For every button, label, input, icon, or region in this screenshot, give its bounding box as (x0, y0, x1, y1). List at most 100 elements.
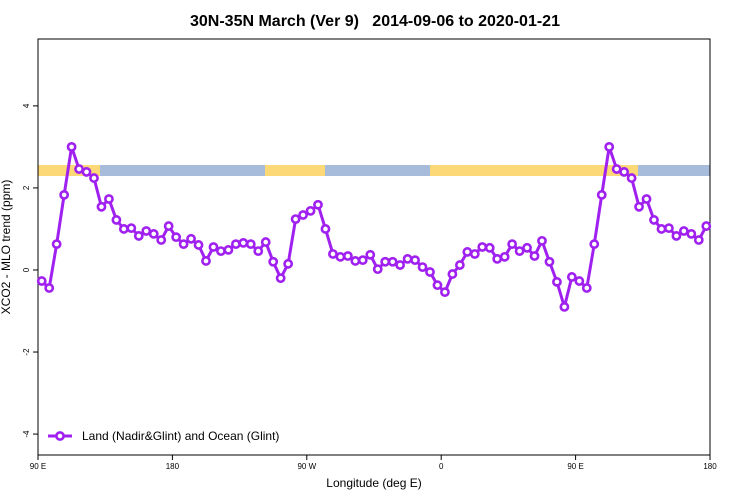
land-band (430, 165, 638, 176)
data-point (350, 256, 361, 266)
data-point (507, 239, 518, 250)
data-point (626, 173, 637, 183)
data-point (454, 260, 465, 270)
data-point (477, 242, 488, 252)
data-point (335, 251, 346, 262)
y-tick-label: 4 (22, 103, 31, 108)
data-point (574, 276, 585, 286)
data-point (462, 247, 473, 257)
y-axis-label: XCO2 - MLO trend (ppm) (0, 180, 13, 315)
land-ocean-band (38, 165, 710, 176)
data-point (686, 228, 697, 239)
data-point (111, 215, 122, 225)
data-point (268, 256, 279, 267)
data-point (417, 262, 428, 273)
data-point (447, 269, 458, 279)
data-point (357, 255, 368, 266)
data-point (596, 189, 607, 200)
data-point (59, 189, 70, 200)
data-point (469, 249, 480, 259)
data-point (216, 246, 226, 257)
x-axis-label: Longitude (deg E) (326, 476, 421, 490)
data-point (589, 239, 600, 250)
x-tick-label: 90 W (297, 462, 316, 471)
data-point (74, 164, 84, 174)
data-point (380, 256, 391, 267)
land-band (265, 165, 325, 176)
y-tick-label: 2 (22, 185, 31, 190)
plot-frame (37, 38, 711, 456)
y-tick-label: -2 (22, 348, 31, 356)
data-point (604, 141, 615, 152)
data-point (678, 226, 689, 236)
x-tick-label: 90 E (567, 462, 583, 471)
data-point (410, 255, 420, 266)
data-point (66, 141, 77, 152)
data-point (320, 224, 331, 234)
x-tick-label: 180 (703, 462, 717, 471)
data-point (36, 276, 47, 286)
x-tick-label: 0 (439, 462, 444, 471)
data-point (499, 251, 510, 262)
data-point (522, 242, 532, 253)
y-tick-label: -4 (22, 430, 31, 438)
data-point (611, 164, 622, 174)
data-point (223, 244, 234, 255)
data-point (619, 167, 630, 177)
data-point (163, 221, 174, 231)
data-point (186, 233, 196, 244)
data-point (178, 239, 189, 250)
data-point (649, 215, 659, 225)
x-tick-label: 90 E (30, 462, 46, 471)
data-point (328, 249, 338, 259)
data-point (171, 232, 182, 243)
data-point (664, 223, 674, 234)
data-point (432, 280, 443, 291)
data-point (552, 276, 562, 287)
data-point (492, 253, 503, 264)
data-point (201, 256, 211, 266)
data-point (387, 256, 398, 267)
data-point (544, 256, 555, 267)
data-point (529, 251, 540, 261)
legend-label: Land (Nadir&Glint) and Ocean (Glint) (82, 429, 279, 443)
data-point (298, 210, 308, 220)
data-point (133, 231, 144, 241)
data-point (514, 246, 525, 257)
data-point (96, 201, 107, 212)
data-point (671, 231, 682, 241)
data-point (313, 199, 323, 210)
data-point (537, 235, 547, 246)
data-point (402, 253, 413, 264)
data-point (44, 283, 55, 293)
y-tick-label: 0 (22, 267, 31, 272)
data-point (641, 194, 652, 204)
data-point (559, 301, 570, 312)
data-point (230, 239, 241, 250)
data-point (372, 264, 383, 275)
data-point (342, 251, 353, 261)
data-point (253, 246, 264, 257)
data-point (208, 242, 219, 252)
chart-title: 30N-35N March (Ver 9) 2014-09-06 to 2020… (190, 13, 560, 30)
data-point (634, 201, 644, 212)
data-point (51, 239, 62, 250)
legend-marker (55, 431, 65, 441)
data-point (290, 214, 301, 225)
data-point (81, 167, 92, 177)
data-point (440, 287, 450, 298)
data-point (245, 239, 256, 250)
data-point (693, 235, 704, 245)
data-point (118, 224, 129, 234)
data-point (193, 240, 204, 250)
data-point (260, 237, 271, 247)
data-point (656, 224, 667, 234)
ocean-band (38, 165, 710, 176)
x-tick-label: 180 (166, 462, 180, 471)
data-point (395, 260, 406, 270)
data-point (365, 249, 376, 260)
data-point (425, 267, 435, 277)
data-point (283, 258, 294, 269)
data-point (156, 235, 167, 245)
